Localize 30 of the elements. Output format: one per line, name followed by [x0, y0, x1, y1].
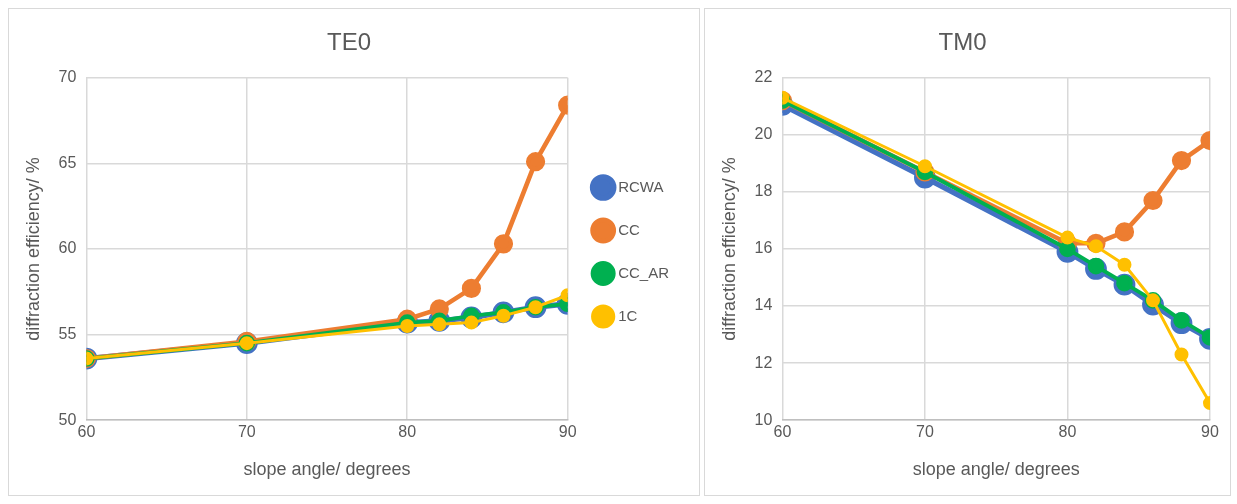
y-tick-label: 20 [754, 125, 773, 143]
legend-label: 1C [618, 306, 638, 324]
x-axis-title: slope angle/ degrees [243, 459, 411, 480]
x-tick-label: 70 [916, 423, 934, 441]
y-tick-label: 60 [58, 239, 77, 257]
x-tick-label: 80 [1058, 423, 1077, 441]
y-axis-title: diffraction efficiency/ % [22, 157, 43, 341]
x-tick-label: 80 [398, 423, 417, 441]
x-tick-label: 90 [1201, 423, 1219, 441]
y-tick-label: 50 [58, 410, 77, 428]
legend-label: CC [618, 220, 640, 238]
x-tick-label: 60 [77, 423, 96, 441]
chart-title: TM0 [938, 28, 987, 56]
x-tick-label: 70 [237, 423, 256, 441]
y-tick-label: 14 [754, 296, 773, 314]
chart-title: TE0 [326, 28, 372, 56]
y-tick-label: 55 [58, 325, 77, 343]
y-tick-label: 18 [754, 182, 773, 200]
y-tick-label: 16 [754, 239, 773, 257]
y-axis-title: diffraction efficiency/ % [718, 157, 739, 341]
y-tick-label: 12 [754, 353, 773, 371]
y-tick-label: 10 [754, 410, 773, 428]
x-tick-label: 90 [558, 423, 577, 441]
legend-label: CC_AR [618, 263, 670, 281]
x-axis-title: slope angle/ degrees [912, 459, 1080, 480]
y-tick-label: 65 [58, 153, 77, 171]
x-tick-label: 60 [773, 423, 792, 441]
legend-label: RCWA [618, 177, 664, 195]
y-tick-label: 22 [754, 68, 773, 86]
y-tick-label: 70 [58, 68, 77, 86]
